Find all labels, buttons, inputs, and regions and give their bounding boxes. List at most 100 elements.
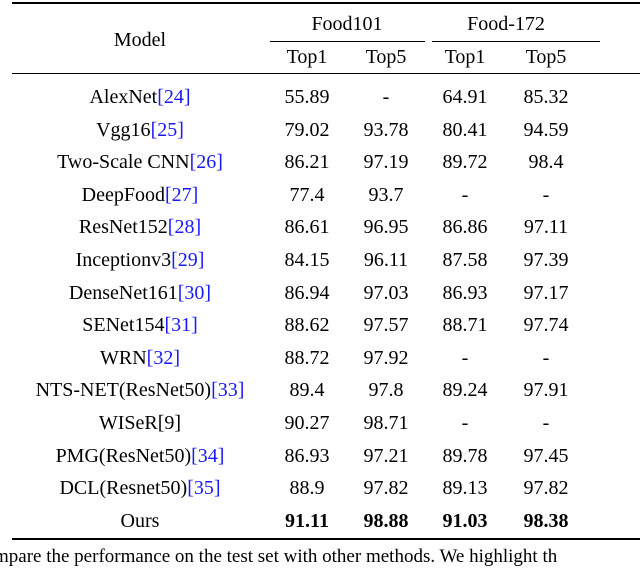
model-cell: DeepFood[27]: [82, 183, 199, 207]
citation: [24]: [157, 86, 191, 108]
citation: [30]: [177, 281, 212, 304]
score-cell: 88.72: [284, 346, 330, 369]
header-model: Model: [113, 29, 167, 51]
score-cell: 98.71: [363, 412, 409, 434]
score-cell: -: [461, 346, 469, 369]
model-name: ResNet152: [78, 216, 168, 239]
header-metric: Top5: [365, 46, 407, 68]
score-cell: -: [542, 412, 550, 434]
score-cell: -: [542, 346, 550, 369]
score-cell: 97.74: [523, 314, 569, 337]
score-cell: 97.17: [523, 281, 569, 304]
score-cell: 86.93: [442, 281, 488, 304]
score-cell: 93.7: [368, 183, 404, 206]
header-metric: Top1: [286, 46, 328, 68]
model-cell: ResNet152[28]: [79, 215, 201, 239]
score-cell: 87.58: [442, 249, 488, 271]
model-cell: Inceptionv3[29]: [76, 248, 205, 272]
score-cell: -: [542, 183, 550, 206]
model-cell: AlexNet[24]: [89, 85, 190, 109]
header-metric: Top1: [444, 46, 486, 68]
model-name: AlexNet: [89, 86, 158, 108]
citation: [29]: [171, 249, 205, 271]
model-cell: PMG(ResNet50)[34]: [56, 444, 225, 468]
score-cell: 77.4: [289, 183, 325, 206]
score-cell: 89.78: [442, 444, 488, 467]
model-cell: NTS-NET(ResNet50)[33]: [36, 378, 245, 402]
score-cell: 97.45: [523, 444, 569, 467]
score-cell: 89.72: [442, 151, 488, 174]
model-name: SENet154: [82, 314, 165, 337]
citation: [35]: [187, 477, 221, 500]
score-cell: 98.38: [523, 509, 569, 532]
score-cell: 86.94: [284, 281, 330, 304]
model-cell: DCL(Resnet50)[35]: [59, 476, 220, 500]
score-cell: 96.95: [363, 216, 409, 239]
score-cell: -: [461, 183, 469, 206]
group-rule: [270, 41, 425, 42]
citation: [33]: [211, 379, 245, 402]
model-cell: WISeR[9]: [99, 411, 181, 435]
score-cell: 91.03: [442, 509, 488, 532]
score-cell: 97.82: [523, 477, 569, 500]
model-name: Inceptionv3: [75, 249, 172, 271]
citation: [34]: [191, 444, 225, 467]
score-cell: 86.61: [284, 216, 330, 239]
score-cell: 91.11: [285, 509, 329, 532]
score-cell: 86.93: [284, 444, 330, 467]
score-cell: 79.02: [284, 118, 330, 141]
citation: [32]: [146, 346, 180, 369]
score-cell: 88.71: [442, 314, 488, 337]
model-name: DeepFood: [81, 183, 165, 206]
model-name: NTS-NET(ResNet50): [35, 379, 212, 402]
model-name: Vgg16: [96, 118, 151, 141]
score-cell: 85.32: [523, 86, 569, 108]
score-cell: 97.57: [363, 314, 409, 337]
model-name: Two-Scale CNN: [57, 151, 190, 174]
model-name: WISeR[9]: [98, 412, 182, 434]
score-cell: 55.89: [284, 86, 330, 108]
score-cell: 80.41: [442, 118, 488, 141]
score-cell: -: [461, 412, 469, 434]
score-cell: 97.11: [523, 216, 569, 239]
model-name: PMG(ResNet50): [55, 444, 192, 467]
score-cell: 88.62: [284, 314, 330, 337]
score-cell: 86.21: [284, 151, 330, 174]
score-cell: 94.59: [523, 118, 569, 141]
citation: [31]: [164, 314, 198, 337]
score-cell: 98.88: [363, 509, 409, 532]
score-cell: 96.11: [363, 249, 409, 271]
score-cell: 89.13: [442, 477, 488, 500]
score-cell: 97.21: [363, 444, 409, 467]
caption: mpare the performance on the test set wi…: [0, 546, 558, 567]
score-cell: 89.24: [442, 379, 488, 402]
header-metric: Top5: [525, 46, 567, 68]
score-cell: 93.78: [363, 118, 409, 141]
model-cell: Two-Scale CNN[26]: [57, 150, 223, 174]
group-rule: [432, 41, 600, 42]
top-rule: [12, 2, 640, 4]
model-cell: Vgg16[25]: [96, 118, 184, 142]
score-cell: 89.4: [289, 379, 325, 402]
header-rule: [12, 73, 640, 74]
score-cell: 97.82: [363, 477, 409, 500]
score-cell: 97.03: [363, 281, 409, 304]
score-cell: 97.92: [363, 346, 409, 369]
model-name: DenseNet161: [68, 281, 178, 304]
model-cell: WRN[32]: [100, 346, 180, 370]
citation: [26]: [189, 151, 223, 174]
score-cell: 90.27: [284, 412, 330, 434]
citation: [28]: [167, 216, 202, 239]
model-name: Ours: [120, 509, 160, 532]
model-name: WRN: [100, 346, 147, 369]
score-cell: 98.4: [528, 151, 564, 174]
score-cell: 97.91: [523, 379, 569, 402]
model-cell: SENet154[31]: [82, 313, 198, 337]
score-cell: 97.39: [523, 249, 569, 271]
citation: [27]: [165, 183, 199, 206]
score-cell: 84.15: [284, 249, 330, 271]
citation: [25]: [150, 118, 184, 141]
model-cell: Ours: [121, 509, 160, 533]
bottom-rule: [12, 538, 640, 540]
